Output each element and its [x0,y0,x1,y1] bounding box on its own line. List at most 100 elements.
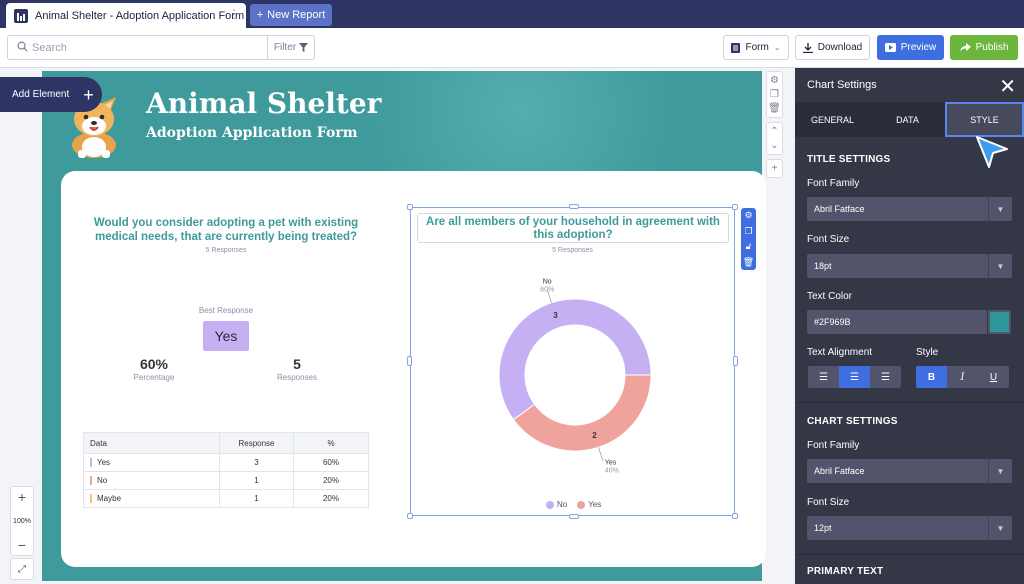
text-color-input[interactable]: #2F969B [807,310,987,334]
resize-handle[interactable] [733,356,738,366]
chart2-question[interactable]: Are all members of your household in agr… [417,213,729,243]
filter-button[interactable]: Filter [267,36,314,59]
chevron-up-icon[interactable]: ⌃ [770,126,779,137]
title-font-family-select[interactable]: Abril Fatface ▼ [807,197,1012,221]
chart1-responses-count: 5 Responses [205,247,247,254]
plus-icon[interactable]: + [771,163,778,174]
gear-icon[interactable]: ⚙ [744,210,753,221]
page-actions-group: ⚙ ❐ 🗑︎ [766,71,783,118]
table-row: No 1 20% [83,471,369,490]
align-center-icon[interactable]: ☰ [839,366,870,388]
donut-slice-no[interactable] [498,298,652,421]
row-label: No [97,475,108,485]
tab-general[interactable]: GENERAL [810,114,854,125]
zoom-out-icon[interactable]: − [17,537,27,553]
resize-handle[interactable] [569,204,579,209]
lock-icon[interactable]: 🔓︎ [745,241,752,252]
resize-handle[interactable] [732,513,738,519]
row-label: Yes [97,457,111,467]
document-tab[interactable]: Animal Shelter - Adoption Application Fo… [6,3,246,28]
plus-icon: + [83,84,94,105]
primary-text-heading: PRIMARY TEXT [807,566,884,577]
donut-slice-yes[interactable] [512,374,652,452]
row-response: 1 [219,471,294,490]
zoom-in-icon[interactable]: + [17,489,27,505]
form-dropdown-button[interactable]: Form ⌄ [723,35,789,60]
align-right-icon[interactable]: ☰ [881,371,890,383]
bold-icon[interactable]: B [916,366,947,388]
slice-value-label: 3 [553,311,558,320]
trash-icon[interactable]: 🗑︎ [742,256,755,267]
chart-font-family-select[interactable]: Abril Fatface ▼ [807,459,1012,483]
download-button[interactable]: Download [795,35,870,60]
add-element-button[interactable]: Add Element + [0,77,102,112]
resize-handle[interactable] [407,513,413,519]
report-app-icon [14,8,28,23]
chevron-down-icon[interactable]: ⌄ [770,140,779,151]
chart-settings-heading: CHART SETTINGS [807,416,898,427]
responses-value: 5 [293,356,301,372]
resize-handle[interactable] [732,204,738,210]
legend-swatch [546,500,554,509]
new-report-button[interactable]: + New Report [250,4,332,26]
search-box[interactable]: Search Filter [7,35,315,60]
section-divider [795,402,1024,403]
download-label: Download [817,42,863,53]
row-percent: 20% [293,471,369,490]
row-label: Maybe [97,493,122,503]
color-picker-swatch[interactable] [988,310,1011,334]
row-response: 3 [219,453,294,472]
legend-label: No [557,500,568,509]
tab-data[interactable]: DATA [896,114,919,125]
table-header: Data [83,432,220,454]
copy-icon[interactable]: ❐ [770,89,779,100]
row-percent: 20% [293,489,369,508]
resize-handle[interactable] [407,204,413,210]
caret-down-icon: ▼ [988,516,1012,540]
underline-icon[interactable]: U [989,371,998,383]
form-subtitle: Adoption Application Form [146,125,358,141]
table-header: % [293,432,369,454]
chart-font-size-select[interactable]: 12pt ▼ [807,516,1012,540]
text-alignment-label: Text Alignment [807,347,873,358]
legend-label: Yes [588,500,602,509]
pointer-cursor-icon [976,136,1008,168]
form-title: Animal Shelter [146,87,382,120]
chart2-responses-count: 5 Responses [552,247,593,254]
legend-item-no: No [546,500,567,509]
title-font-size-select[interactable]: 18pt ▼ [807,254,1012,278]
play-icon [884,43,896,52]
percentage-value: 60% [139,356,169,372]
copy-icon[interactable]: ❐ [744,225,753,236]
chart-settings-panel: Chart Settings ✕ GENERAL DATA STYLE TITL… [795,68,1024,584]
publish-label: Publish [975,42,1009,53]
tab-style[interactable]: STYLE [945,102,1024,137]
search-input[interactable]: Search [32,41,67,54]
text-style-group: B I U [916,366,1009,388]
chart1-question[interactable]: Would you consider adopting a pet with e… [93,217,359,243]
new-report-label: New Report [267,9,326,21]
filter-icon [299,43,309,52]
panel-tabs: GENERAL DATA STYLE [795,102,1024,137]
chart-font-family-label: Font Family [807,440,860,451]
chart-toolbar: ⚙ ❐ 🔓︎ 🗑︎ [741,208,756,270]
zoom-level: 100% [13,517,31,525]
more-vertical-icon[interactable]: ⋮ [228,7,240,21]
close-icon[interactable]: ✕ [999,76,1016,98]
resize-handle[interactable] [407,356,412,366]
fit-screen-icon[interactable]: ⤢ [10,558,34,580]
style-label: Style [916,347,939,358]
legend-swatch [577,500,586,509]
preview-button[interactable]: Preview [877,35,944,60]
legend-item-yes: Yes [577,500,601,509]
page-add-group: + [766,159,783,178]
document-tab-title: Animal Shelter - Adoption Application Fo… [35,9,245,22]
trash-icon[interactable]: 🗑︎ [768,103,781,114]
publish-button[interactable]: Publish [950,35,1018,60]
selected-chart-frame[interactable] [407,204,738,519]
resize-handle[interactable] [569,514,579,519]
text-color-label: Text Color [807,291,853,302]
gear-icon[interactable]: ⚙ [770,75,779,86]
align-left-icon[interactable]: ☰ [819,371,828,383]
italic-icon[interactable]: I [960,371,965,383]
